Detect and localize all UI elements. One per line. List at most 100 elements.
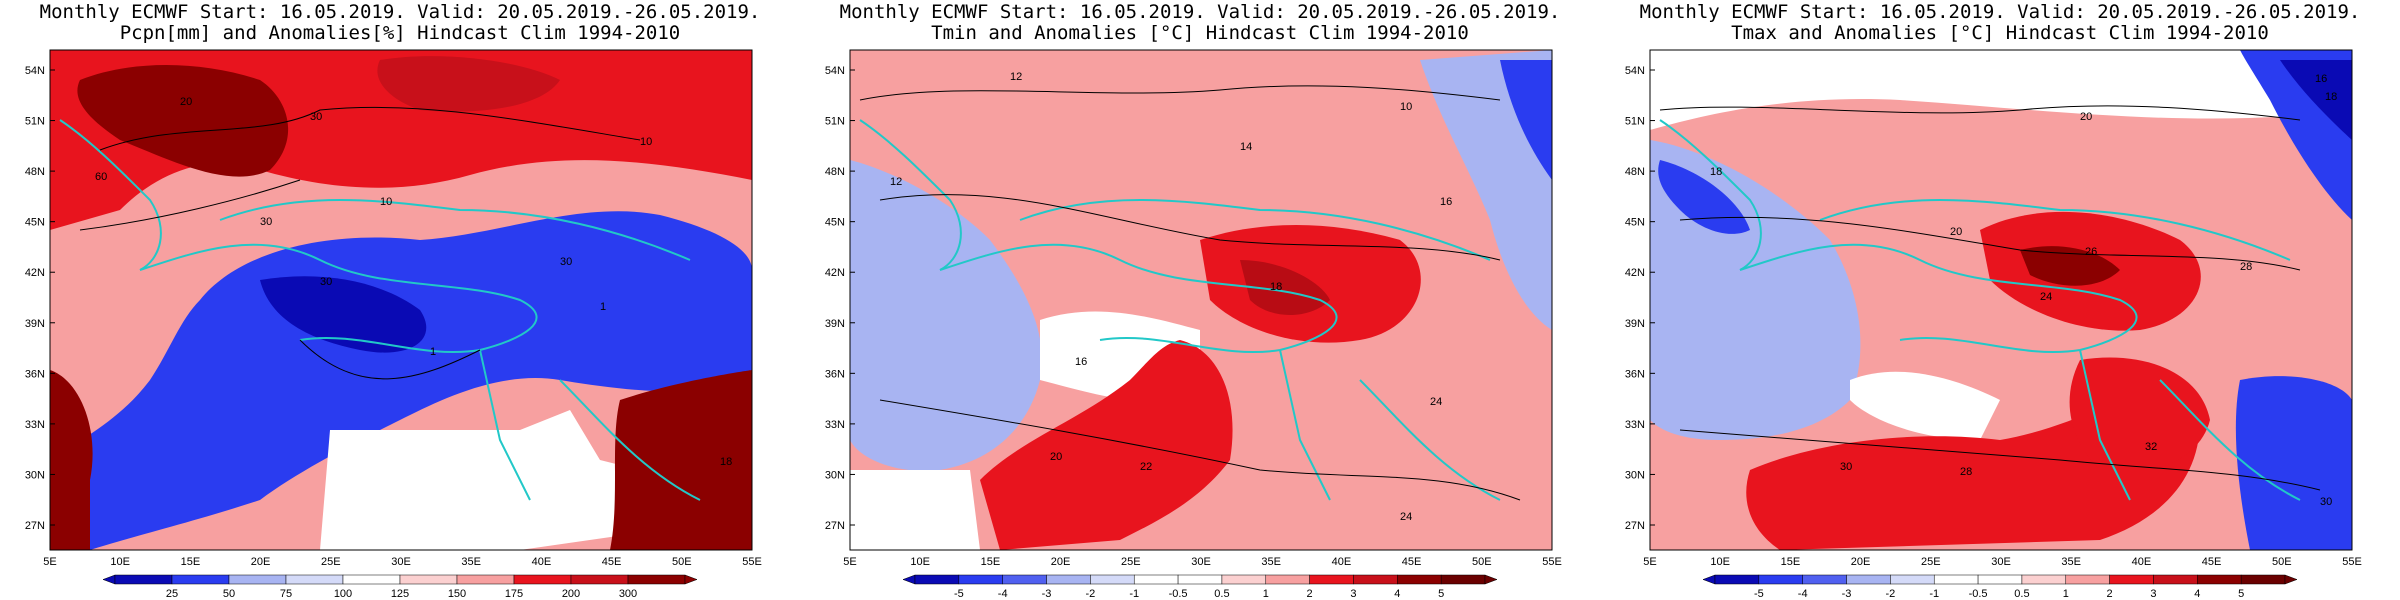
- colorbar-bin: [2153, 574, 2198, 585]
- contour-line: [79, 179, 481, 380]
- contour-label: 30: [1840, 461, 1852, 473]
- colorbar-bin: [399, 574, 458, 585]
- longitude-axis: 5E 10E 15E 20E 25E 30E 35E 40E 45E 50E 55E: [1643, 556, 2362, 568]
- lat-tick-label: 48N: [1625, 166, 1645, 178]
- colorbar-tick-label: 4: [2194, 588, 2200, 600]
- contour-label: 28: [1960, 466, 1972, 478]
- anomaly-region-cold-iran: [2235, 376, 2352, 550]
- contour-label: 20: [180, 96, 192, 108]
- panel-title-line2: Pcpn[mm] and Anomalies[%] Hindcast Clim …: [119, 22, 681, 44]
- colorbar-tick-label: 3: [2150, 588, 2156, 600]
- colorbar-tick-label: 200: [562, 588, 580, 600]
- colorbar-bin: [2240, 574, 2286, 585]
- colorbar-bin: [1846, 574, 1891, 585]
- panel-title-line2: Tmin and Anomalies [°C] Hindcast Clim 19…: [931, 22, 1469, 44]
- colorbar-bin: [2109, 574, 2154, 585]
- colorbar-tick-label: 1: [2063, 588, 2069, 600]
- lon-tick-label: 55E: [1542, 556, 1562, 568]
- lon-tick-label: 40E: [2132, 556, 2152, 568]
- colorbar-bin: [1353, 574, 1398, 585]
- lon-tick-label: 30E: [1191, 556, 1211, 568]
- colorbar-bin: [1977, 574, 2023, 585]
- lon-tick-label: 20E: [1051, 556, 1071, 568]
- lat-tick-label: 33N: [1625, 419, 1645, 431]
- contour-label: 12: [890, 176, 902, 188]
- colorbar-tick-label: -0.5: [1169, 588, 1188, 600]
- anomaly-region-cold-west: [850, 160, 1042, 471]
- contour-label: 22: [1140, 461, 1152, 473]
- colorbar-bin: [1440, 574, 1486, 585]
- lon-tick-label: 15E: [1781, 556, 1801, 568]
- lat-tick-label: 36N: [825, 368, 845, 380]
- colorbar-bin: [627, 574, 686, 585]
- lat-tick-label: 33N: [25, 419, 45, 431]
- colorbar-tick-label: -2: [1885, 588, 1895, 600]
- map-frame: [1649, 49, 2353, 551]
- colorbar-triangle-low: [1702, 574, 1716, 585]
- anomaly-region-no-data-arabia: [320, 410, 660, 550]
- coastline: [219, 199, 691, 261]
- latitude-axis: 54N 51N 48N 45N 42N 39N 36N 33N 30N 27N: [1625, 65, 1655, 532]
- colorbar-bin: [1177, 574, 1223, 585]
- contour-label: 32: [2145, 441, 2157, 453]
- anomaly-region-very-wet-west: [50, 370, 93, 550]
- precip-map: 20 30 10 10 60 30 30 30 1 1 18 54N 51N 48N…: [25, 49, 762, 600]
- colorbar-triangle-low: [102, 574, 116, 585]
- lat-tick-label: 45N: [825, 217, 845, 229]
- colorbar-tick-label: 175: [505, 588, 523, 600]
- colorbar-bin: [2021, 574, 2067, 585]
- colorbar-tick-label: 50: [223, 588, 235, 600]
- contour-label: 18: [720, 456, 732, 468]
- colorbar-bin: [456, 574, 515, 585]
- coastline: [859, 119, 962, 271]
- colorbar-tick-label: -2: [1085, 588, 1095, 600]
- lon-tick-label: 5E: [1643, 556, 1656, 568]
- colorbar-tick-label: 4: [1394, 588, 1400, 600]
- colorbar-tick-label: -1: [1929, 588, 1939, 600]
- contour-line: [859, 85, 1501, 101]
- anomaly-region-warm-arabia: [2069, 357, 2210, 473]
- anomaly-region-extreme-cold-northeast: [2280, 60, 2352, 140]
- lon-tick-label: 35E: [2061, 556, 2081, 568]
- contour-line: [879, 194, 1501, 261]
- contour-label: 20: [2080, 111, 2092, 123]
- contour-label: 24: [1430, 396, 1442, 408]
- precip-panel: Monthly ECMWF Start: 16.05.2019. Valid: …: [0, 0, 800, 600]
- lon-tick-label: 5E: [843, 556, 856, 568]
- lat-tick-label: 39N: [825, 318, 845, 330]
- tmin-map: 12 10 12 14 16 18 16 20 22 24 24 54N51N4…: [825, 49, 1562, 600]
- lat-tick-label: 39N: [25, 318, 45, 330]
- contour-label: 12: [1010, 71, 1022, 83]
- colorbar-tick-label: -1: [1129, 588, 1139, 600]
- lon-tick-label: 50E: [1472, 556, 1492, 568]
- colorbar-bin: [1265, 574, 1310, 585]
- colorbar-tick-label: 150: [448, 588, 466, 600]
- colorbar-bin: [1221, 574, 1267, 585]
- colorbar-tick-label: -0.5: [1969, 588, 1988, 600]
- panel-title-line1: Monthly ECMWF Start: 16.05.2019. Valid: …: [1639, 1, 2361, 23]
- colorbar-bin: [1309, 574, 1354, 585]
- colorbar-tick-label: -4: [998, 588, 1008, 600]
- lon-tick-label: 35E: [1261, 556, 1281, 568]
- lon-tick-label: 50E: [672, 556, 692, 568]
- colorbar-bin: [1890, 574, 1935, 585]
- lat-tick-label: 30N: [1625, 469, 1645, 481]
- contour-label: 60: [95, 171, 107, 183]
- lon-tick-label: 45E: [602, 556, 622, 568]
- colorbar-bin: [114, 574, 173, 585]
- anomaly-region-very-cold-iberia: [1658, 160, 1750, 234]
- contour-line: [1679, 429, 2321, 491]
- lon-tick-label: 15E: [981, 556, 1001, 568]
- lon-tick-label: 10E: [110, 556, 130, 568]
- lat-tick-label: 54N: [825, 65, 845, 77]
- latitude-axis: 54N 51N 48N 45N 42N 39N 36N 33N 30N 27N: [825, 65, 855, 532]
- colorbar-bin: [513, 574, 572, 585]
- lon-tick-label: 55E: [2342, 556, 2362, 568]
- lon-tick-label: 10E: [1710, 556, 1730, 568]
- contour-label: 18: [1710, 166, 1722, 178]
- colorbar-bin: [1758, 574, 1803, 585]
- colorbar-tick-label: 125: [391, 588, 409, 600]
- lat-tick-label: 27N: [1625, 520, 1645, 532]
- longitude-axis: 5E 10E 15E 20E 25E 30E 35E 40E 45E 50E 55E: [43, 556, 762, 568]
- coastline: [1659, 119, 1762, 271]
